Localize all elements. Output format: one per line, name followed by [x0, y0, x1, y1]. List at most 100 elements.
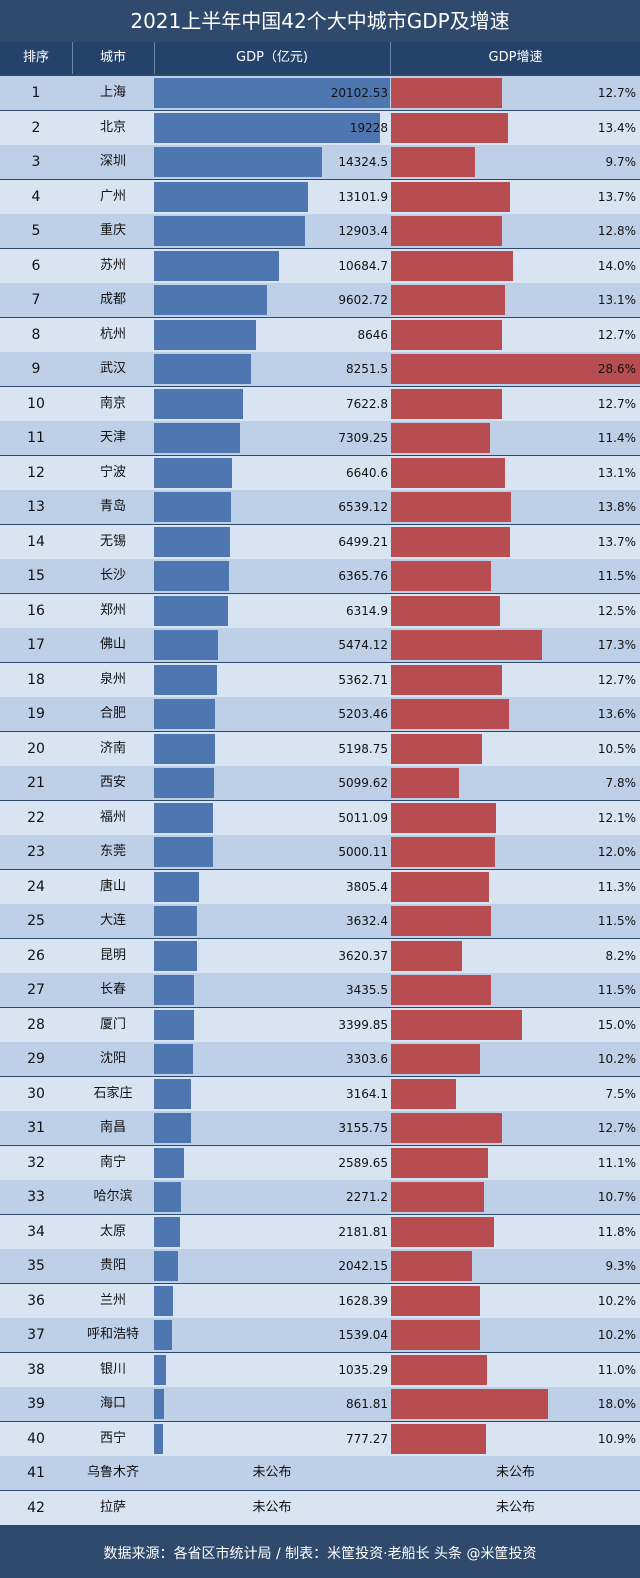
rank-label: 4	[31, 188, 41, 205]
rank-label: 39	[27, 1396, 45, 1412]
gdp-cell: 6539.12	[154, 490, 390, 524]
gdp-bar	[154, 906, 197, 936]
rank-label: 41	[27, 1465, 45, 1481]
growth-value-label: 11.4%	[597, 431, 636, 445]
table-row: 19 合肥 5203.46 13.6%	[0, 697, 640, 731]
growth-cell: 12.7%	[391, 76, 640, 110]
gdp-bar	[154, 319, 256, 350]
gdp-cell: 8646	[154, 318, 390, 352]
rank-label: 8	[31, 326, 41, 343]
growth-cell: 11.5%	[391, 559, 640, 593]
table-row: 12 宁波 6640.6 13.1%	[0, 455, 640, 490]
growth-bar	[391, 630, 542, 660]
gdp-cell: 5099.62	[154, 766, 390, 800]
gdp-bar	[154, 78, 390, 108]
gdp-value-label: 12903.4	[338, 224, 388, 238]
growth-value-label: 11.5%	[597, 569, 636, 583]
growth-value-label: 12.7%	[597, 396, 636, 411]
gdp-bar	[154, 975, 195, 1005]
growth-value-label: 11.5%	[597, 983, 636, 997]
table-row: 25 大连 3632.4 11.5%	[0, 904, 640, 938]
rank-label: 29	[27, 1051, 45, 1067]
rank-label: 17	[27, 637, 45, 653]
city-label: 海口	[99, 1396, 126, 1411]
growth-value-label: 12.8%	[597, 224, 636, 238]
growth-cell: 17.3%	[391, 628, 640, 662]
table-row: 22 福州 5011.09 12.1%	[0, 800, 640, 835]
table-row: 38 银川 1035.29 11.0%	[0, 1352, 640, 1387]
gdp-bar	[154, 733, 216, 764]
gdp-value-label: 2181.81	[338, 1224, 388, 1239]
gdp-value-label: 5362.71	[338, 672, 388, 687]
growth-bar	[391, 1113, 502, 1143]
table-row: 16 郑州 6314.9 12.5%	[0, 593, 640, 628]
growth-value-label: 10.2%	[597, 1293, 636, 1308]
growth-cell: 7.8%	[391, 766, 640, 800]
growth-bar	[391, 975, 492, 1005]
gdp-cell: 6640.6	[154, 456, 390, 490]
gdp-cell: 3435.5	[154, 973, 390, 1007]
city-label: 唐山	[99, 878, 126, 894]
gdp-cell: 12903.4	[154, 214, 390, 248]
growth-value-label: 13.7%	[597, 534, 636, 549]
gdp-value-label: 5198.75	[338, 741, 388, 756]
growth-bar	[391, 181, 511, 212]
growth-value-label: 7.8%	[605, 776, 637, 790]
rank-label: 20	[27, 740, 45, 757]
growth-value-label: 9.7%	[605, 155, 637, 169]
table-row: 10 南京 7622.8 12.7%	[0, 386, 640, 421]
rank-label: 15	[27, 568, 45, 584]
rank-label: 3	[31, 154, 41, 170]
growth-bar	[391, 1078, 457, 1109]
city-label: 厦门	[99, 1016, 126, 1032]
growth-value-label: 7.5%	[605, 1086, 637, 1101]
rank-label: 40	[27, 1430, 45, 1447]
table-row: 26 昆明 3620.37 8.2%	[0, 938, 640, 973]
growth-value-label: 12.7%	[597, 327, 636, 342]
rank-label: 6	[31, 257, 41, 274]
table-row: 2 北京 19228 13.4%	[0, 110, 640, 145]
gdp-value-label: 13101.9	[338, 189, 388, 204]
growth-value-label: 12.5%	[597, 603, 636, 618]
gdp-cell: 777.27	[154, 1422, 390, 1456]
gdp-cell: 5203.46	[154, 697, 390, 731]
city-label: 银川	[99, 1361, 126, 1377]
gdp-cell: 3164.1	[154, 1077, 390, 1111]
header-growth: GDP增速	[488, 50, 543, 65]
gdp-value-label: 861.81	[346, 1397, 388, 1411]
table-row: 31 南昌 3155.75 12.7%	[0, 1111, 640, 1145]
table-row: 7 成都 9602.72 13.1%	[0, 283, 640, 317]
growth-bar	[391, 112, 508, 143]
gdp-bar	[154, 112, 380, 143]
growth-value-label: 13.8%	[597, 500, 636, 514]
city-label: 济南	[99, 740, 126, 756]
rank-label: 19	[27, 706, 45, 722]
gdp-bar	[154, 181, 308, 212]
rank-label: 27	[27, 982, 45, 998]
gdp-bar	[154, 1044, 193, 1074]
gdp-cell: 5198.75	[154, 732, 390, 766]
gdp-cell: 6314.9	[154, 594, 390, 628]
rank-label: 16	[27, 602, 45, 619]
city-label: 南京	[99, 395, 126, 411]
growth-cell: 12.0%	[391, 835, 640, 869]
growth-not-published: 未公布	[495, 1499, 535, 1515]
city-label: 贵阳	[99, 1258, 126, 1273]
city-label: 杭州	[99, 326, 126, 342]
gdp-cell: 1628.39	[154, 1284, 390, 1318]
table-row: 39 海口 861.81 18.0%	[0, 1387, 640, 1421]
gdp-value-label: 6539.12	[338, 500, 388, 514]
gdp-value-label: 2271.2	[346, 1190, 388, 1204]
growth-bar	[391, 802, 497, 833]
growth-bar	[391, 1044, 480, 1074]
gdp-value-label: 777.27	[346, 1431, 388, 1446]
table-row: 35 贵阳 2042.15 9.3%	[0, 1249, 640, 1283]
gdp-cell: 3155.75	[154, 1111, 390, 1145]
table-row: 36 兰州 1628.39 10.2%	[0, 1283, 640, 1318]
rank-label: 2	[31, 119, 41, 136]
city-label: 合肥	[99, 706, 126, 721]
gdp-value-label: 6314.9	[346, 603, 388, 618]
gdp-bar	[154, 1216, 180, 1247]
growth-value-label: 12.7%	[597, 672, 636, 687]
rank-label: 21	[27, 775, 45, 791]
